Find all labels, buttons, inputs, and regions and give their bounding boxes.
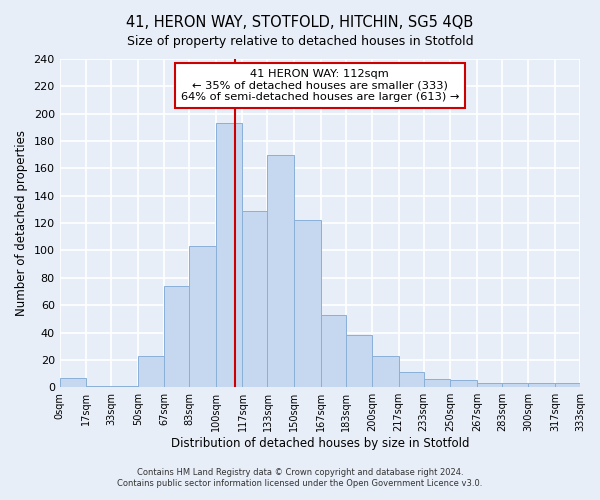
Bar bbox=[268, 154, 294, 387]
Bar bbox=[190, 246, 216, 387]
Y-axis label: Number of detached properties: Number of detached properties bbox=[15, 130, 28, 316]
Text: Size of property relative to detached houses in Stotfold: Size of property relative to detached ho… bbox=[127, 35, 473, 48]
Bar bbox=[529, 383, 555, 387]
Text: 41 HERON WAY: 112sqm
← 35% of detached houses are smaller (333)
64% of semi-deta: 41 HERON WAY: 112sqm ← 35% of detached h… bbox=[181, 69, 459, 102]
Bar bbox=[451, 380, 477, 387]
Text: Contains HM Land Registry data © Crown copyright and database right 2024.
Contai: Contains HM Land Registry data © Crown c… bbox=[118, 468, 482, 487]
Bar bbox=[111, 386, 138, 387]
Bar bbox=[477, 383, 502, 387]
X-axis label: Distribution of detached houses by size in Stotfold: Distribution of detached houses by size … bbox=[170, 437, 469, 450]
Bar bbox=[399, 372, 424, 387]
Bar bbox=[424, 379, 451, 387]
Text: 41, HERON WAY, STOTFOLD, HITCHIN, SG5 4QB: 41, HERON WAY, STOTFOLD, HITCHIN, SG5 4Q… bbox=[127, 15, 473, 30]
Bar bbox=[346, 335, 372, 387]
Bar bbox=[372, 356, 399, 387]
Bar bbox=[555, 383, 580, 387]
Bar bbox=[502, 383, 529, 387]
Bar bbox=[86, 386, 111, 387]
Bar bbox=[164, 286, 190, 387]
Bar bbox=[320, 314, 346, 387]
Bar bbox=[294, 220, 320, 387]
Bar bbox=[216, 124, 242, 387]
Bar bbox=[242, 211, 268, 387]
Bar bbox=[59, 378, 86, 387]
Bar bbox=[138, 356, 164, 387]
